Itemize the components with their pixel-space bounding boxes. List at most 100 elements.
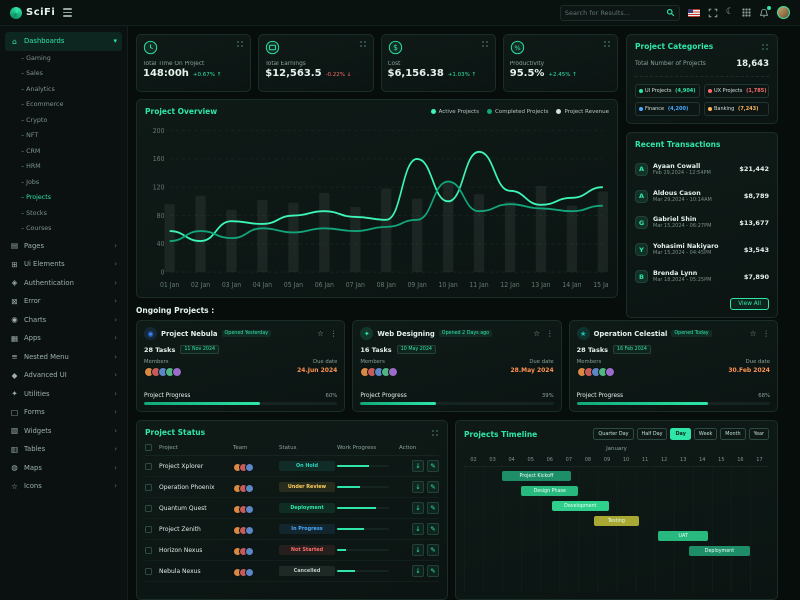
sidebar-item-nested-menu[interactable]: ≡ Nested Menu ›: [5, 348, 122, 367]
category-badge-finance[interactable]: Finance (4,200): [635, 102, 700, 116]
category-badge-ui-projects[interactable]: UI Projects (4,904): [635, 84, 700, 98]
legend-item-completed-projects[interactable]: Completed Projects: [487, 109, 548, 115]
timeline-range-year[interactable]: Year: [748, 428, 769, 440]
progress-label: Project Progress: [576, 392, 624, 399]
row-checkbox[interactable]: [145, 546, 152, 554]
row-checkbox[interactable]: [145, 567, 152, 575]
transaction-row[interactable]: Y Yohasimi Nakiyaro Mar 15,2024 - 04:45PM $…: [635, 241, 769, 258]
transaction-row[interactable]: G Gabriel Shin Mar 15,2024 - 06:27PM $13,67…: [635, 214, 769, 231]
status-row-operation-phoenix[interactable]: Operation Phoenix Under Review ↓ ✎: [145, 477, 439, 498]
status-row-project-zenith[interactable]: Project Zenith In Progress ↓ ✎: [145, 519, 439, 540]
notifications-bell-icon[interactable]: [759, 5, 771, 18]
sidebar-subitem-crm[interactable]: – CRM: [5, 144, 122, 160]
row-checkbox[interactable]: [145, 483, 152, 491]
fullscreen-icon[interactable]: [708, 8, 718, 18]
sidebar-item-ui-elements[interactable]: ⊞ Ui Elements ›: [5, 255, 122, 274]
card-grid-icon[interactable]: [431, 428, 439, 437]
transaction-row[interactable]: A Aldous Cason Mar 29,2024 - 10:14AM $8,789: [635, 188, 769, 205]
star-icon[interactable]: ☆: [317, 329, 324, 338]
view-all-button[interactable]: View All: [730, 298, 769, 310]
row-checkbox[interactable]: [145, 504, 152, 512]
star-icon[interactable]: ☆: [749, 329, 757, 338]
gantt-bar-development[interactable]: Development: [551, 501, 609, 511]
legend-item-project-revenue[interactable]: Project Revenue: [556, 109, 609, 115]
download-button[interactable]: ↓: [412, 460, 424, 472]
gantt-bar-deployment[interactable]: Deployment: [688, 546, 750, 556]
sidebar-subitem-jobs[interactable]: – Jobs: [5, 175, 122, 191]
timeline-range-week[interactable]: Week: [693, 428, 718, 440]
sidebar-item-advanced-ui[interactable]: ◆ Advanced UI ›: [5, 366, 122, 385]
gantt-bar-testing[interactable]: Testing: [593, 516, 640, 526]
select-all-checkbox[interactable]: [145, 444, 152, 451]
transaction-row[interactable]: B Brenda Lynn Mar 18,2024 - 05:25PM $7,890: [635, 268, 769, 285]
status-row-horizon-nexus[interactable]: Horizon Nexus Not Started ↓ ✎: [145, 540, 439, 561]
sidebar-subitem-courses[interactable]: – Courses: [5, 221, 122, 237]
card-grid-icon[interactable]: [358, 40, 367, 48]
download-button[interactable]: ↓: [412, 565, 424, 577]
edit-button[interactable]: ✎: [427, 481, 439, 493]
transaction-row[interactable]: A Ayaan Cowall Feb 29,2024 - 12:54PM $21,44…: [635, 161, 769, 178]
gantt-bar-design-phase[interactable]: Design Phase: [521, 486, 579, 496]
sidebar-item-maps[interactable]: ◍ Maps ›: [5, 459, 122, 478]
card-grid-icon[interactable]: [480, 40, 489, 48]
timeline-range-half-day[interactable]: Half Day: [636, 428, 668, 440]
download-button[interactable]: ↓: [412, 523, 424, 535]
search-input[interactable]: [564, 8, 662, 17]
card-grid-icon[interactable]: [603, 40, 611, 48]
sidebar-subitem-nft[interactable]: – NFT: [5, 128, 122, 144]
legend-item-active-projects[interactable]: Active Projects: [430, 109, 479, 115]
edit-button[interactable]: ✎: [427, 460, 439, 472]
sidebar-subitem-ecommerce[interactable]: – Ecommerce: [5, 97, 122, 113]
sidebar-item-authentication[interactable]: ◈ Authentication ›: [5, 274, 122, 293]
search-icon[interactable]: [666, 8, 675, 17]
edit-button[interactable]: ✎: [427, 565, 439, 577]
edit-button[interactable]: ✎: [427, 544, 439, 556]
language-flag-icon[interactable]: [687, 8, 700, 17]
card-grid-icon[interactable]: [761, 42, 769, 51]
sidebar-subitem-gaming[interactable]: – Gaming: [5, 51, 122, 67]
sidebar-subitem-sales[interactable]: – Sales: [5, 66, 122, 82]
row-checkbox[interactable]: [145, 462, 152, 470]
status-row-nebula-nexus[interactable]: Nebula Nexus Cancelled ↓ ✎: [145, 561, 439, 582]
gantt-bar-project-kickoff[interactable]: Project Kickoff: [502, 471, 571, 481]
brand-logo[interactable]: SciFi: [10, 6, 55, 19]
row-checkbox[interactable]: [145, 525, 152, 533]
timeline-range-quarter-day[interactable]: Quarter Day: [593, 428, 634, 440]
sidebar-item-tables[interactable]: ▥ Tables ›: [5, 440, 122, 459]
user-avatar[interactable]: [777, 6, 790, 19]
apps-grid-icon[interactable]: [742, 8, 751, 17]
timeline-range-month[interactable]: Month: [720, 428, 746, 440]
edit-button[interactable]: ✎: [427, 502, 439, 514]
edit-button[interactable]: ✎: [427, 523, 439, 535]
sidebar-subitem-analytics[interactable]: – Analytics: [5, 82, 122, 98]
gantt-bar-uat[interactable]: UAT: [658, 531, 708, 541]
menu-toggle-icon[interactable]: [63, 8, 73, 17]
kebab-menu-icon[interactable]: ⋮: [329, 329, 338, 338]
download-button[interactable]: ↓: [412, 502, 424, 514]
sidebar-subitem-projects[interactable]: – Projects: [5, 190, 122, 206]
sidebar-item-charts[interactable]: ◉ Charts ›: [5, 311, 122, 330]
sidebar-item-widgets[interactable]: ▧ Widgets ›: [5, 422, 122, 441]
download-button[interactable]: ↓: [412, 481, 424, 493]
sidebar-subitem-crypto[interactable]: – Crypto: [5, 113, 122, 129]
status-row-project-xplorer[interactable]: Project Xplorer On Hold ↓ ✎: [145, 456, 439, 477]
sidebar-item-pages[interactable]: ▤ Pages ›: [5, 237, 122, 256]
card-grid-icon[interactable]: [236, 40, 245, 48]
sidebar-item-utilities[interactable]: ✦ Utilities ›: [5, 385, 122, 404]
category-badge-banking[interactable]: Banking (7,243): [704, 102, 769, 116]
kebab-menu-icon[interactable]: ⋮: [546, 329, 554, 338]
status-row-quantum-quest[interactable]: Quantum Quest Deployment ↓ ✎: [145, 498, 439, 519]
sidebar-item-apps[interactable]: ▦ Apps ›: [5, 329, 122, 348]
timeline-range-day[interactable]: Day: [670, 428, 691, 440]
star-icon[interactable]: ☆: [533, 329, 541, 338]
sidebar-subitem-stocks[interactable]: – Stocks: [5, 206, 122, 222]
sidebar-item-dashboards[interactable]: ⌂ Dashboards ▾: [5, 32, 122, 51]
download-button[interactable]: ↓: [412, 544, 424, 556]
category-badge-ux-projects[interactable]: UX Projects (1,785): [704, 84, 769, 98]
sidebar-item-error[interactable]: ⊠ Error ›: [5, 292, 122, 311]
dark-mode-moon-icon[interactable]: ☾: [725, 7, 734, 17]
kebab-menu-icon[interactable]: ⋮: [762, 329, 770, 338]
sidebar-subitem-hrm[interactable]: – HRM: [5, 159, 122, 175]
sidebar-item-forms[interactable]: □ Forms ›: [5, 403, 122, 422]
sidebar-item-icons[interactable]: ☆ Icons ›: [5, 477, 122, 496]
